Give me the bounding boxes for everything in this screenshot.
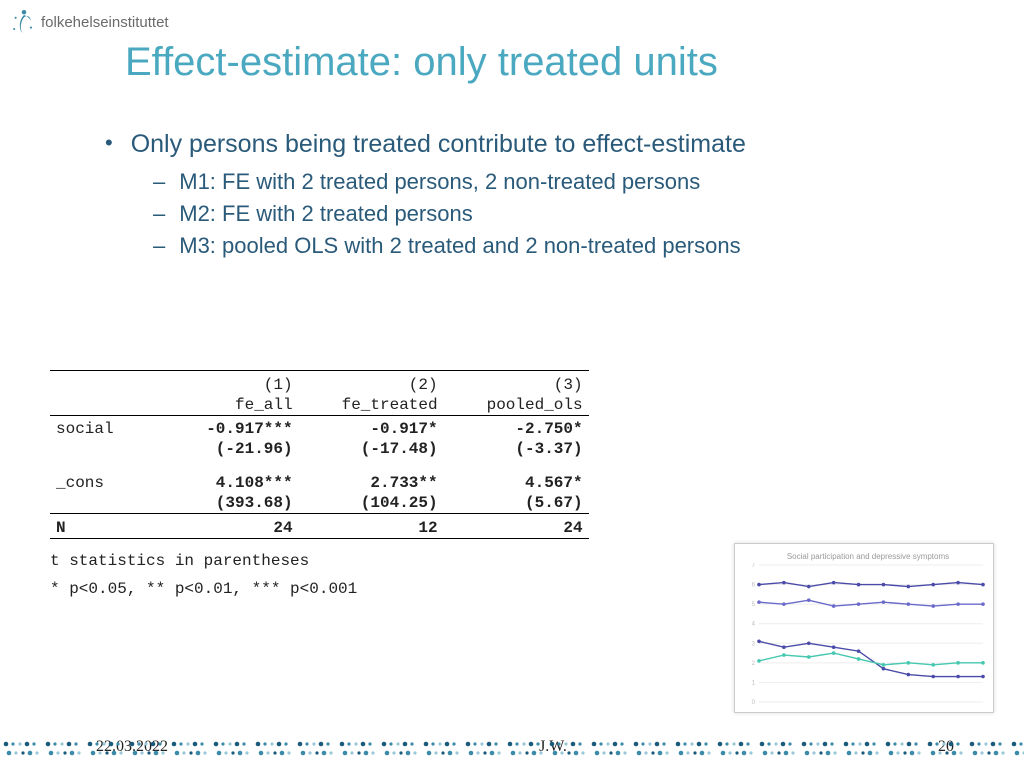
- svg-text:4: 4: [752, 622, 756, 628]
- bullet-sub: – M1: FE with 2 treated persons, 2 non-t…: [153, 169, 955, 195]
- dot-border: [0, 734, 1024, 768]
- svg-text:5: 5: [752, 602, 756, 608]
- cell: 4.567*: [444, 473, 589, 493]
- logo: folkehelseinstituttet: [10, 8, 169, 36]
- svg-text:2: 2: [752, 661, 756, 667]
- n-val: 24: [444, 518, 589, 539]
- col-num: (2): [299, 375, 444, 395]
- col-name: fe_all: [154, 395, 299, 416]
- bullet-sub-text: M1: FE with 2 treated persons, 2 non-tre…: [179, 169, 700, 195]
- cell: 4.108***: [154, 473, 299, 493]
- bullet-dash: –: [153, 201, 165, 227]
- bullet-main-text: Only persons being treated contribute to…: [131, 130, 746, 159]
- bullet-dash: –: [153, 233, 165, 259]
- svg-text:1: 1: [752, 680, 756, 686]
- cell: 2.733**: [299, 473, 444, 493]
- cell: -0.917***: [154, 419, 299, 439]
- row-label: social: [50, 419, 154, 439]
- bullet-dash: –: [153, 169, 165, 195]
- svg-text:0: 0: [752, 700, 756, 706]
- cell: -2.750*: [444, 419, 589, 439]
- mini-chart-svg: 0 1 2 3 4 5 6 7: [749, 563, 987, 708]
- cell: -0.917*: [299, 419, 444, 439]
- fhi-icon: [10, 8, 38, 36]
- svg-text:7: 7: [752, 563, 756, 569]
- n-label: N: [50, 518, 154, 539]
- bullet-sub-text: M3: pooled OLS with 2 treated and 2 non-…: [179, 233, 740, 259]
- bullet-sub-text: M2: FE with 2 treated persons: [179, 201, 472, 227]
- bullet-list: • Only persons being treated contribute …: [105, 130, 955, 265]
- tstat: (-3.37): [444, 439, 589, 459]
- bullet-main: • Only persons being treated contribute …: [105, 130, 955, 159]
- tstat: (-17.48): [299, 439, 444, 459]
- svg-text:6: 6: [752, 583, 756, 589]
- bullet-dot: •: [105, 130, 113, 156]
- row-label: _cons: [50, 473, 154, 493]
- logo-text: folkehelseinstituttet: [41, 14, 169, 31]
- mini-chart-thumbnail: Social participation and depressive symp…: [734, 543, 994, 713]
- tstat: (-21.96): [154, 439, 299, 459]
- tstat: (104.25): [299, 493, 444, 514]
- regression-table: (1) (2) (3) fe_all fe_treated pooled_ols…: [50, 370, 589, 598]
- col-num: (3): [444, 375, 589, 395]
- svg-text:3: 3: [752, 641, 756, 647]
- col-name: pooled_ols: [444, 395, 589, 416]
- bullet-sub: – M3: pooled OLS with 2 treated and 2 no…: [153, 233, 955, 259]
- bullet-sub: – M2: FE with 2 treated persons: [153, 201, 955, 227]
- col-name: fe_treated: [299, 395, 444, 416]
- col-num: (1): [154, 375, 299, 395]
- tstat: (393.68): [154, 493, 299, 514]
- tstat: (5.67): [444, 493, 589, 514]
- n-val: 12: [299, 518, 444, 539]
- n-val: 24: [154, 518, 299, 539]
- footnote: t statistics in parentheses: [50, 552, 589, 570]
- slide-title: Effect-estimate: only treated units: [125, 40, 718, 85]
- mini-chart-title: Social participation and depressive symp…: [749, 552, 987, 561]
- footnote: * p<0.05, ** p<0.01, *** p<0.001: [50, 580, 589, 598]
